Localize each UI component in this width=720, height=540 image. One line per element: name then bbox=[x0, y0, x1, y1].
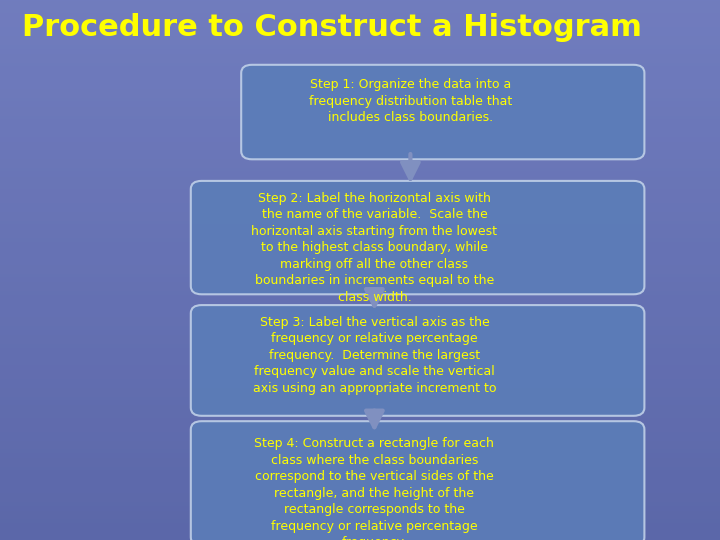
Text: Step 1: Organize the data into a
frequency distribution table that
includes clas: Step 1: Organize the data into a frequen… bbox=[309, 78, 512, 124]
FancyBboxPatch shape bbox=[191, 421, 644, 540]
Text: Step 2: Label the horizontal axis with
the name of the variable.  Scale the
hori: Step 2: Label the horizontal axis with t… bbox=[251, 192, 498, 303]
Text: Step 3: Label the vertical axis as the
frequency or relative percentage
frequenc: Step 3: Label the vertical axis as the f… bbox=[253, 316, 496, 395]
Text: Procedure to Construct a Histogram: Procedure to Construct a Histogram bbox=[22, 14, 642, 43]
FancyBboxPatch shape bbox=[191, 305, 644, 416]
FancyBboxPatch shape bbox=[191, 181, 644, 294]
Text: Step 4: Construct a rectangle for each
class where the class boundaries
correspo: Step 4: Construct a rectangle for each c… bbox=[254, 437, 495, 540]
FancyBboxPatch shape bbox=[241, 65, 644, 159]
